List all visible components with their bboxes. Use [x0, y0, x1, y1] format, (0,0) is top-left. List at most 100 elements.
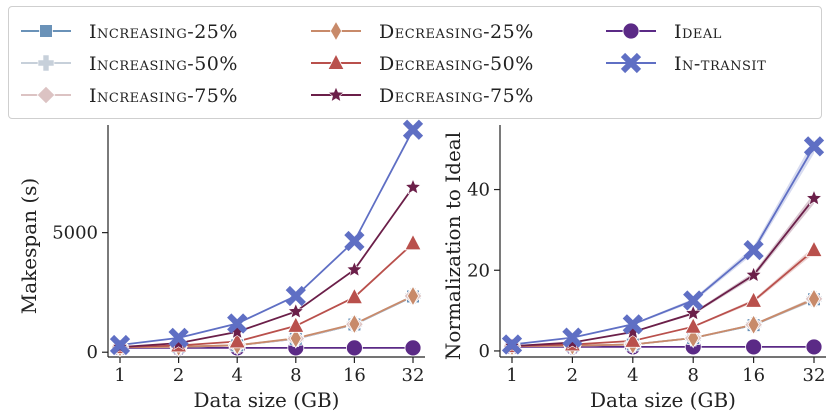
data-point-ideal — [404, 339, 422, 357]
x-tick-label: 8 — [290, 365, 301, 386]
series-line-dec75 — [511, 197, 815, 347]
legend-item-inc25: Increasing-25% — [21, 21, 238, 43]
data-point-dec50 — [404, 233, 422, 251]
data-point-intransit — [344, 230, 365, 252]
legend-marker-dec75 — [327, 86, 345, 103]
data-point-intransit — [562, 327, 583, 348]
markers-makespan-intransit — [109, 119, 424, 356]
legend-marker-ideal — [622, 22, 640, 40]
data-point-intransit — [109, 334, 131, 356]
x-tick-label: 8 — [687, 365, 698, 386]
x-tick-label: 4 — [231, 365, 242, 386]
series-makespan-dec25 — [119, 295, 414, 348]
data-point-dec50 — [805, 240, 823, 257]
series-normalization-dec50 — [511, 246, 815, 347]
markers-normalization-intransit — [501, 136, 825, 355]
data-point-dec25 — [807, 288, 821, 310]
y-tick-label: 0 — [87, 342, 98, 363]
x-tick-label: 32 — [402, 365, 425, 386]
data-point-ideal — [745, 338, 762, 356]
y-tick-label: 0 — [479, 341, 490, 362]
data-point-intransit — [683, 290, 704, 311]
data-point-dec75 — [805, 189, 823, 206]
legend-label-ideal: Ideal — [674, 21, 722, 43]
data-point-dec25 — [348, 313, 361, 335]
legend-item-intransit: In-transit — [606, 52, 766, 75]
data-point-intransit — [501, 334, 523, 355]
series-normalization-dec25 — [511, 297, 815, 347]
markers-makespan-dec75 — [111, 178, 422, 355]
data-point-intransit — [285, 285, 306, 307]
x-axis-label-makespan: Data size (GB) — [194, 388, 340, 412]
data-point-dec50 — [345, 287, 364, 305]
y-tick-label: 40 — [467, 180, 490, 201]
x-tick-label: 32 — [803, 365, 826, 386]
series-line-intransit — [119, 129, 414, 346]
data-point-dec50 — [744, 291, 763, 308]
series-line-dec50 — [119, 242, 414, 348]
data-point-ideal — [345, 339, 363, 357]
data-point-dec25 — [406, 285, 420, 307]
legend-label-dec75: Decreasing-75% — [379, 85, 534, 107]
data-point-ideal — [805, 338, 823, 356]
data-point-dec75 — [684, 304, 702, 321]
x-tick-label: 2 — [173, 365, 184, 386]
legend-marker-inc50 — [37, 54, 55, 72]
y-tick-label: 5000 — [52, 223, 98, 244]
series-line-intransit — [511, 145, 815, 346]
legend-label-inc75: Increasing-75% — [89, 85, 238, 107]
legend-marker-intransit — [620, 52, 642, 74]
data-point-dec50 — [228, 331, 246, 349]
legend-label-dec25: Decreasing-25% — [379, 21, 534, 43]
legend-item-inc50: Increasing-50% — [21, 53, 238, 75]
legend-item-dec25: Decreasing-25% — [311, 20, 534, 43]
legend-label-intransit: In-transit — [674, 53, 766, 75]
legend-item-inc75: Increasing-75% — [21, 85, 238, 107]
series-makespan-dec75 — [119, 186, 414, 348]
series-normalization-dec75 — [511, 193, 815, 347]
data-point-dec75 — [404, 178, 422, 195]
data-point-intransit — [803, 136, 825, 157]
chart-normalization: 0 20 40 1 2 4 8 16 32 Data size (GB) Normalization… — [441, 125, 826, 412]
legend-item-ideal: Ideal — [606, 21, 722, 43]
x-tick-label: 2 — [567, 365, 578, 386]
data-point-dec50 — [684, 317, 702, 334]
data-point-intransit — [227, 313, 248, 334]
data-point-dec50 — [287, 316, 305, 333]
legend-marker-inc75 — [36, 85, 56, 105]
legend-label-inc25: Increasing-25% — [89, 21, 238, 43]
data-point-dec75 — [287, 302, 305, 319]
legend-label-inc50: Increasing-50% — [89, 53, 238, 75]
series-line-dec75 — [119, 186, 414, 348]
markers-normalization-dec50 — [503, 240, 823, 353]
x-tick-label: 1 — [506, 365, 517, 386]
y-axis-label-makespan: Makespan (s) — [17, 178, 41, 314]
legend-marker-dec25 — [329, 20, 343, 42]
x-axis-label-normalization: Data size (GB) — [590, 388, 736, 412]
legend-item-dec75: Decreasing-75% — [311, 85, 534, 107]
legend-marker-inc25 — [39, 24, 53, 38]
series-line-dec50 — [511, 249, 815, 347]
data-point-dec75 — [745, 266, 762, 283]
series-line-dec25 — [511, 298, 815, 347]
chart-makespan: 0 5000 1 2 4 8 16 32 Data size (GB) Makespan (s) — [17, 119, 425, 412]
series-normalization-intransit — [511, 139, 815, 346]
data-point-dec50 — [624, 331, 642, 348]
data-point-intransit — [168, 327, 189, 348]
markers-makespan-dec50 — [111, 233, 422, 354]
confidence-band-intransit — [512, 139, 814, 345]
series-line-dec25 — [119, 295, 414, 348]
y-tick-label: 20 — [467, 260, 490, 281]
data-point-dec25 — [289, 327, 302, 349]
series-makespan-intransit — [119, 129, 414, 346]
data-point-intransit — [402, 119, 424, 140]
x-tick-label: 16 — [343, 365, 366, 386]
data-point-intransit — [622, 314, 643, 335]
legend-label-dec50: Decreasing-50% — [379, 53, 534, 75]
legend-item-dec50: Decreasing-50% — [311, 53, 534, 75]
data-point-dec75 — [346, 260, 363, 277]
legend-marker-dec50 — [327, 53, 345, 70]
x-tick-label: 16 — [742, 365, 765, 386]
data-point-dec25 — [747, 314, 760, 336]
